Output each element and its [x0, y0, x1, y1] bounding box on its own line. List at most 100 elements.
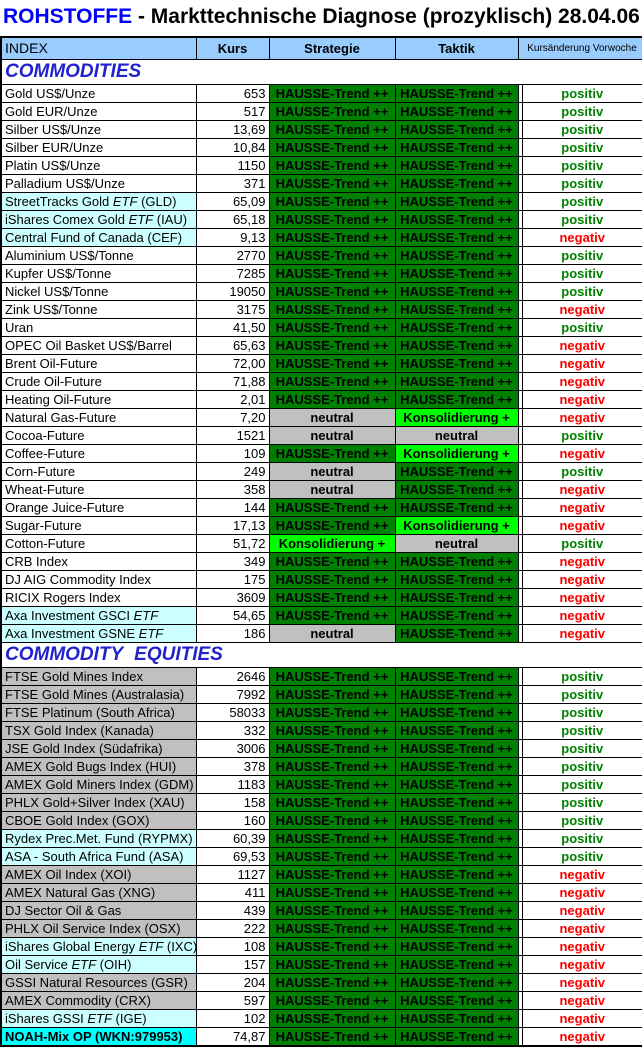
table-row: AMEX Oil Index (XOI) 1127 HAUSSE-Trend ++ H…: [0, 864, 642, 884]
strategie-cell: neutral: [268, 425, 396, 445]
vorwoche-change-cell: negativ: [521, 371, 642, 391]
vorwoche-change-cell: negativ: [521, 515, 642, 535]
vorwoche-change-cell: negativ: [521, 972, 642, 992]
table-row: DJ Sector Oil & Gas 439 HAUSSE-Trend ++ HAU…: [0, 900, 642, 920]
taktik-cell: neutral: [394, 425, 519, 445]
table-row: DJ AIG Commodity Index 175 HAUSSE-Trend ++…: [0, 569, 642, 589]
taktik-cell: HAUSSE-Trend ++: [394, 623, 519, 643]
kurs-cell: 72,00: [195, 353, 270, 373]
column-header-taktik: Taktik: [394, 36, 519, 60]
kurs-cell: 7285: [195, 263, 270, 283]
strategie-cell: HAUSSE-Trend ++: [268, 605, 396, 625]
table-row: Sugar-Future 17,13 HAUSSE-Trend ++ Konsolid…: [0, 515, 642, 535]
kurs-cell: 204: [195, 972, 270, 992]
kurs-cell: 653: [195, 83, 270, 103]
strategie-cell: HAUSSE-Trend ++: [268, 227, 396, 247]
vorwoche-change-cell: negativ: [521, 227, 642, 247]
section-label: COMMODITY EQUITIES: [0, 641, 642, 668]
index-name-cell: Corn-Future: [0, 461, 197, 481]
taktik-cell: HAUSSE-Trend ++: [394, 684, 519, 704]
vorwoche-change-cell: negativ: [521, 299, 642, 319]
strategie-cell: HAUSSE-Trend ++: [268, 101, 396, 121]
strategie-cell: HAUSSE-Trend ++: [268, 209, 396, 229]
table-row: Natural Gas-Future 7,20 neutral Konsolidier…: [0, 407, 642, 427]
kurs-cell: 3609: [195, 587, 270, 607]
vorwoche-change-cell: positiv: [521, 263, 642, 283]
index-name-cell: AMEX Gold Miners Index (GDM): [0, 774, 197, 794]
kurs-cell: 7,20: [195, 407, 270, 427]
kurs-cell: 1183: [195, 774, 270, 794]
strategie-cell: HAUSSE-Trend ++: [268, 990, 396, 1010]
kurs-cell: 54,65: [195, 605, 270, 625]
kurs-cell: 7992: [195, 684, 270, 704]
column-header-kurs: Kurs: [195, 36, 270, 60]
table-row: AMEX Commodity (CRX) 597 HAUSSE-Trend ++ HA…: [0, 990, 642, 1010]
index-name-cell: Axa Investment GSNE ETF: [0, 623, 197, 643]
strategie-cell: HAUSSE-Trend ++: [268, 83, 396, 103]
strategie-cell: HAUSSE-Trend ++: [268, 828, 396, 848]
taktik-cell: HAUSSE-Trend ++: [394, 810, 519, 830]
strategie-cell: HAUSSE-Trend ++: [268, 864, 396, 884]
table-row: Axa Investment GSNE ETF 186 neutral HAUSSE-…: [0, 623, 642, 643]
index-name-cell: PHLX Gold+Silver Index (XAU): [0, 792, 197, 812]
index-name-cell: Coffee-Future: [0, 443, 197, 463]
vorwoche-change-cell: negativ: [521, 864, 642, 884]
table-header-row: INDEX Kurs Strategie Taktik Kursänderung…: [0, 36, 642, 60]
strategie-cell: neutral: [268, 479, 396, 499]
vorwoche-change-cell: positiv: [521, 83, 642, 103]
kurs-cell: 1127: [195, 864, 270, 884]
vorwoche-change-cell: positiv: [521, 533, 642, 553]
index-name-cell: OPEC Oil Basket US$/Barrel: [0, 335, 197, 355]
vorwoche-change-cell: positiv: [521, 666, 642, 686]
strategie-cell: HAUSSE-Trend ++: [268, 389, 396, 409]
vorwoche-change-cell: positiv: [521, 828, 642, 848]
strategie-cell: HAUSSE-Trend ++: [268, 972, 396, 992]
strategie-cell: HAUSSE-Trend ++: [268, 137, 396, 157]
table-row: Kupfer US$/Tonne 7285 HAUSSE-Trend ++ HAUSS…: [0, 263, 642, 283]
vorwoche-change-cell: positiv: [521, 810, 642, 830]
taktik-cell: HAUSSE-Trend ++: [394, 738, 519, 758]
strategie-cell: HAUSSE-Trend ++: [268, 1026, 396, 1046]
strategie-cell: HAUSSE-Trend ++: [268, 155, 396, 175]
kurs-cell: 411: [195, 882, 270, 902]
taktik-cell: HAUSSE-Trend ++: [394, 479, 519, 499]
taktik-cell: HAUSSE-Trend ++: [394, 209, 519, 229]
index-name-cell: Kupfer US$/Tonne: [0, 263, 197, 283]
strategie-cell: HAUSSE-Trend ++: [268, 774, 396, 794]
kurs-cell: 160: [195, 810, 270, 830]
strategie-cell: HAUSSE-Trend ++: [268, 119, 396, 139]
kurs-cell: 378: [195, 756, 270, 776]
index-name-cell: Crude Oil-Future: [0, 371, 197, 391]
index-name-cell: FTSE Platinum (South Africa): [0, 702, 197, 722]
index-name-cell: AMEX Oil Index (XOI): [0, 864, 197, 884]
strategie-cell: HAUSSE-Trend ++: [268, 371, 396, 391]
vorwoche-change-cell: positiv: [521, 684, 642, 704]
index-name-cell: CBOE Gold Index (GOX): [0, 810, 197, 830]
taktik-cell: HAUSSE-Trend ++: [394, 954, 519, 974]
strategie-cell: Konsolidierung +: [268, 533, 396, 553]
kurs-cell: 3175: [195, 299, 270, 319]
index-name-cell: Orange Juice-Future: [0, 497, 197, 517]
kurs-cell: 157: [195, 954, 270, 974]
table-row: Cotton-Future 51,72 Konsolidierung + neutra…: [0, 533, 642, 553]
index-name-cell: Heating Oil-Future: [0, 389, 197, 409]
vorwoche-change-cell: negativ: [521, 623, 642, 643]
strategie-cell: neutral: [268, 407, 396, 427]
table-row: Central Fund of Canada (CEF) 9,13 HAUSSE-T…: [0, 227, 642, 247]
vorwoche-change-cell: negativ: [521, 990, 642, 1010]
vorwoche-change-cell: positiv: [521, 461, 642, 481]
taktik-cell: HAUSSE-Trend ++: [394, 882, 519, 902]
vorwoche-change-cell: negativ: [521, 353, 642, 373]
table-row: Crude Oil-Future 71,88 HAUSSE-Trend ++ HAUS…: [0, 371, 642, 391]
taktik-cell: HAUSSE-Trend ++: [394, 569, 519, 589]
vorwoche-change-cell: negativ: [521, 936, 642, 956]
kurs-cell: 2770: [195, 245, 270, 265]
index-name-cell: Cotton-Future: [0, 533, 197, 553]
table-row: CRB Index 349 HAUSSE-Trend ++ HAUSSE-Trend …: [0, 551, 642, 571]
table-row: TSX Gold Index (Kanada) 332 HAUSSE-Trend +…: [0, 720, 642, 740]
vorwoche-change-cell: positiv: [521, 119, 642, 139]
table-row: FTSE Platinum (South Africa) 58033 HAUSSE-…: [0, 702, 642, 722]
column-header-strategie: Strategie: [268, 36, 396, 60]
vorwoche-change-cell: negativ: [521, 1008, 642, 1028]
table-row: PHLX Gold+Silver Index (XAU) 158 HAUSSE-Tr…: [0, 792, 642, 812]
